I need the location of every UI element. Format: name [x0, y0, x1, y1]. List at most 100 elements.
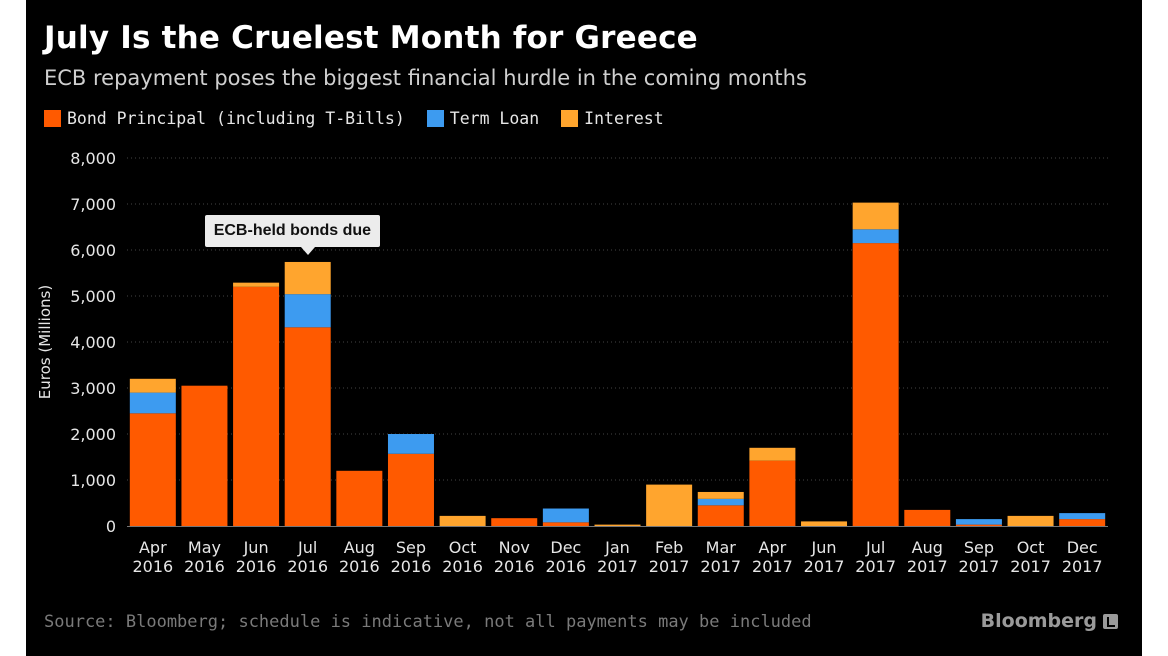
bar-segment-bond-principal: [852, 243, 899, 526]
bar-segment-interest: [284, 261, 331, 295]
bloomberg-icon: [1103, 613, 1118, 629]
legend-swatch-term-loan: [426, 110, 444, 127]
x-tick-label-month: Aug: [912, 538, 943, 557]
bar-segment-bond-principal: [284, 327, 331, 526]
bar-segment-bond-principal: [749, 460, 796, 526]
bar-segment-interest: [233, 282, 280, 287]
x-tick-label-year: 2017: [597, 557, 638, 576]
bar-segment-bond-principal: [697, 505, 744, 526]
x-tick-label-year: 2017: [700, 557, 741, 576]
x-tick-label-year: 2017: [959, 557, 1000, 576]
bar-segment-bond-principal: [233, 286, 280, 526]
x-tick-label-month: May: [188, 538, 221, 557]
x-tick-label-year: 2017: [752, 557, 793, 576]
bar-segment-bond-principal: [1059, 519, 1106, 526]
stacked-bar-chart: 0 1,000 2,000 3,000 4,000 5,000 6,000 7,000 8,00…: [36, 149, 1108, 576]
bar-segment-term-loan: [387, 434, 434, 454]
y-tick-label: 6,000: [70, 241, 116, 260]
legend-swatch-interest: [561, 110, 579, 127]
bar-segment-interest: [129, 378, 176, 393]
x-tick-label-year: 2016: [236, 557, 277, 576]
bar-segment-term-loan: [955, 519, 1002, 525]
legend-item-term-loan: Term Loan: [426, 109, 540, 128]
x-tick-label-year: 2016: [546, 557, 587, 576]
bar-segment-bond-principal: [336, 470, 383, 526]
legend: Bond Principal (including T-Bills) Term …: [44, 109, 686, 128]
bar-segment-term-loan: [129, 392, 176, 414]
x-tick-label-month: Sep: [964, 538, 994, 557]
bar-segment-term-loan: [697, 498, 744, 506]
legend-item-interest: Interest: [561, 109, 664, 128]
bar-segment-term-loan: [1059, 513, 1106, 520]
x-tick-label-year: 2017: [907, 557, 948, 576]
bar-segment-interest: [749, 447, 796, 461]
bar-segment-bond-principal: [491, 518, 538, 526]
x-tick-label-year: 2016: [287, 557, 328, 576]
bar-segment-interest: [697, 491, 744, 499]
bar-segment-interest: [594, 524, 641, 526]
x-tick-label-year: 2017: [1010, 557, 1051, 576]
bar-segment-interest: [646, 484, 693, 526]
x-tick-label-year: 2017: [649, 557, 690, 576]
x-tick-label-month: Jun: [811, 538, 837, 557]
bar-segment-interest: [439, 515, 486, 526]
bar-segment-bond-principal: [542, 522, 589, 526]
brand-logo: Bloomberg: [981, 610, 1118, 632]
x-tick-label-month: Oct: [1017, 538, 1045, 557]
y-tick-label: 8,000: [70, 149, 116, 168]
x-tick-label-month: Jun: [243, 538, 269, 557]
x-tick-label-year: 2016: [339, 557, 380, 576]
bar-segment-term-loan: [284, 294, 331, 328]
x-tick-label-month: Sep: [396, 538, 426, 557]
y-tick-label: 4,000: [70, 333, 116, 352]
x-tick-label-month: Jan: [604, 538, 630, 557]
chart-card: July Is the Cruelest Month for Greece EC…: [26, 0, 1142, 656]
brand-name: Bloomberg: [980, 610, 1097, 632]
y-tick-label: 0: [106, 517, 116, 536]
x-tick-label-year: 2017: [804, 557, 845, 576]
bar-segment-bond-principal: [904, 509, 951, 526]
x-tick-label-month: Aug: [344, 538, 375, 557]
bar-segment-interest: [1007, 515, 1054, 526]
x-tick-label-month: Dec: [550, 538, 581, 557]
x-tick-label-year: 2016: [132, 557, 173, 576]
y-axis-label: Euros (Millions): [36, 285, 54, 399]
bar-segment-bond-principal: [129, 413, 176, 526]
y-tick-label: 3,000: [70, 379, 116, 398]
legend-label-bond-principal: Bond Principal (including T-Bills): [67, 109, 405, 128]
bar-segment-term-loan: [542, 508, 589, 523]
x-tick-label-year: 2017: [855, 557, 896, 576]
x-tick-label-month: Mar: [706, 538, 737, 557]
bar-segment-term-loan: [852, 229, 899, 244]
bar-segment-bond-principal: [181, 385, 228, 526]
y-tick-label: 5,000: [70, 287, 116, 306]
x-tick-label-month: Apr: [759, 538, 787, 557]
bar-segment-interest: [801, 521, 848, 526]
annotation-callout: ECB-held bonds due: [204, 215, 381, 255]
legend-swatch-bond-principal: [44, 110, 61, 127]
x-tick-label-month: Oct: [449, 538, 477, 557]
x-tick-label-month: Dec: [1067, 538, 1098, 557]
y-tick-label: 1,000: [70, 471, 116, 490]
bar-segment-interest: [852, 202, 899, 230]
bar-segment-bond-principal: [387, 453, 434, 526]
x-tick-label-year: 2016: [184, 557, 225, 576]
y-tick-label: 2,000: [70, 425, 116, 444]
y-tick-label: 7,000: [70, 195, 116, 214]
x-tick-label-year: 2016: [442, 557, 483, 576]
legend-label-interest: Interest: [584, 109, 664, 128]
x-tick-label-month: Apr: [139, 538, 167, 557]
bar-segment-bond-principal: [955, 524, 1002, 526]
x-tick-label-year: 2016: [391, 557, 432, 576]
x-tick-label-month: Jul: [865, 538, 885, 557]
legend-label-term-loan: Term Loan: [449, 109, 540, 128]
x-tick-label-year: 2016: [494, 557, 535, 576]
x-tick-label-month: Feb: [655, 538, 683, 557]
source-note: Source: Bloomberg; schedule is indicativ…: [44, 612, 812, 632]
chart-subtitle: ECB repayment poses the biggest financia…: [44, 66, 807, 90]
x-tick-label-year: 2017: [1062, 557, 1103, 576]
legend-item-bond-principal: Bond Principal (including T-Bills): [44, 109, 405, 128]
x-tick-label-month: Jul: [297, 538, 317, 557]
x-tick-label-month: Nov: [499, 538, 530, 557]
chart-title: July Is the Cruelest Month for Greece: [44, 20, 698, 56]
